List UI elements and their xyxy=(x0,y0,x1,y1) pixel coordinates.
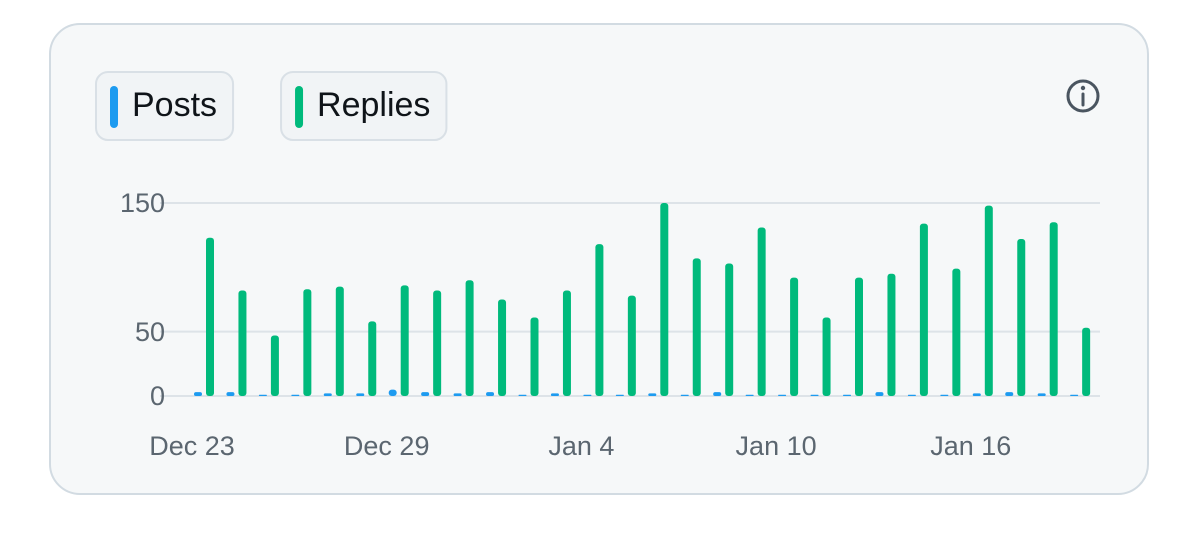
legend-swatch xyxy=(295,86,304,128)
legend-label: Posts xyxy=(132,86,217,124)
bar xyxy=(810,394,819,396)
bar xyxy=(757,227,766,396)
bar xyxy=(226,392,235,396)
bar xyxy=(453,393,462,396)
info-button[interactable] xyxy=(1066,79,1100,113)
bar xyxy=(692,258,701,396)
bar xyxy=(855,277,863,396)
x-tick-label: Dec 29 xyxy=(344,431,430,461)
bar xyxy=(465,280,474,396)
bar xyxy=(595,244,604,396)
y-tick-label: 0 xyxy=(150,381,165,411)
plot: 0 50 150 Dec 23 Dec 29 Jan 4 Jan 10 Jan 16 xyxy=(120,188,1100,461)
bar xyxy=(680,394,689,396)
bar xyxy=(919,223,928,396)
bar xyxy=(875,392,884,396)
bar xyxy=(498,299,507,396)
bar xyxy=(952,268,961,396)
bar xyxy=(1082,327,1091,396)
bar xyxy=(907,394,916,396)
bar xyxy=(433,290,442,396)
bar xyxy=(725,263,734,396)
legend: Posts Replies xyxy=(95,71,448,141)
bar xyxy=(713,392,722,396)
bar xyxy=(400,285,409,396)
bar xyxy=(1005,392,1014,396)
bar xyxy=(972,393,981,396)
bar xyxy=(258,394,267,396)
legend-box xyxy=(95,71,235,141)
x-tick-label: Dec 23 xyxy=(149,431,235,461)
legend-box xyxy=(280,71,448,141)
bar xyxy=(291,394,300,396)
bar xyxy=(486,392,495,396)
bar xyxy=(940,394,949,396)
bar xyxy=(421,392,430,396)
bar xyxy=(356,393,365,396)
info-icon xyxy=(1066,79,1100,113)
bar xyxy=(323,393,332,396)
bar xyxy=(238,290,247,396)
bar xyxy=(194,392,202,396)
bar xyxy=(887,273,896,396)
bar xyxy=(648,393,657,396)
bar xyxy=(778,394,787,396)
bar xyxy=(1049,222,1058,396)
bar xyxy=(1037,393,1046,396)
bar xyxy=(660,203,669,396)
legend-swatch xyxy=(110,86,118,128)
legend-item[interactable]: Replies xyxy=(280,71,448,141)
bar xyxy=(745,394,754,396)
bar xyxy=(270,335,279,396)
bar xyxy=(984,205,993,396)
x-tick-label: Jan 10 xyxy=(736,431,817,461)
bar xyxy=(562,290,571,396)
bar xyxy=(303,289,312,396)
bar xyxy=(530,317,539,396)
bar xyxy=(518,394,527,396)
y-tick-label: 150 xyxy=(120,188,165,218)
bar xyxy=(843,394,851,396)
bar xyxy=(615,394,624,396)
bar xyxy=(790,277,799,396)
x-tick-label: Jan 16 xyxy=(930,431,1011,461)
bar xyxy=(388,389,397,396)
y-tick-label: 50 xyxy=(135,317,165,347)
legend-item[interactable]: Posts xyxy=(95,71,235,141)
bar xyxy=(335,286,344,396)
bar xyxy=(368,321,377,396)
x-tick-label: Jan 4 xyxy=(548,431,614,461)
bar xyxy=(583,394,592,396)
bar xyxy=(550,393,559,396)
legend-label: Replies xyxy=(317,86,430,124)
bar xyxy=(1017,239,1026,396)
bar xyxy=(822,317,831,396)
bar xyxy=(627,295,636,396)
bar xyxy=(206,237,214,396)
bar xyxy=(1070,394,1079,396)
info-dot xyxy=(1080,85,1086,91)
